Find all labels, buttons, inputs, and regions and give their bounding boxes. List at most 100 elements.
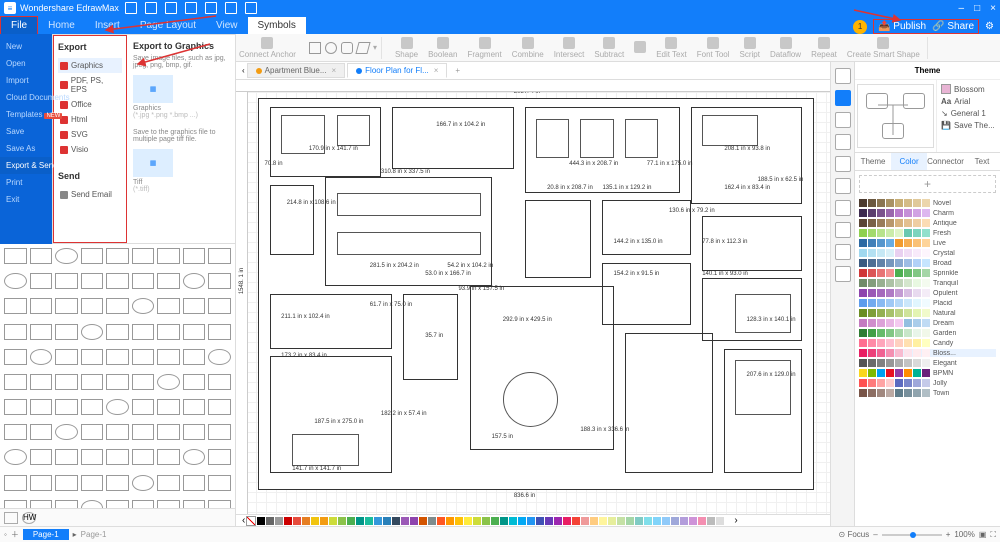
backstage-save-as[interactable]: Save As [0,140,52,157]
library-shape[interactable] [106,248,129,264]
menu-page-layout[interactable]: Page Layout [130,17,206,34]
palette-placid[interactable]: Placid [859,299,996,307]
library-shape[interactable] [55,273,78,289]
library-shape[interactable] [208,324,231,340]
minimize-button[interactable]: – [959,3,965,14]
library-shape[interactable] [30,349,53,365]
palette-fresh[interactable]: Fresh [859,229,996,237]
colorstrip-arrow-right[interactable]: › [734,515,737,526]
right-tool-button[interactable] [835,266,851,282]
library-shape[interactable] [157,449,180,465]
doc-tab-1[interactable]: Apartment Blue...× [247,63,345,78]
library-shape[interactable] [81,349,104,365]
library-shape[interactable] [81,449,104,465]
color-swatch[interactable] [392,517,400,525]
fit-button[interactable]: ▣ [979,530,987,539]
qat-btn[interactable] [145,2,157,14]
color-swatch[interactable] [356,517,364,525]
library-shape[interactable] [55,298,78,314]
library-shape[interactable] [4,374,27,390]
library-shape[interactable] [157,424,180,440]
library-shape[interactable] [132,273,155,289]
library-shape[interactable] [30,273,53,289]
color-swatch[interactable] [653,517,661,525]
ribbon-boolean-button[interactable]: Boolean [425,37,460,59]
library-shape[interactable] [132,399,155,415]
palette-garden[interactable]: Garden [859,329,996,337]
colorstrip-arrow-left[interactable]: ‹ [242,515,245,526]
notification-badge[interactable]: 1 [853,20,867,34]
color-swatch[interactable] [554,517,562,525]
color-swatch[interactable] [518,517,526,525]
shape-footer-icon[interactable]: HW [22,512,36,524]
palette-town[interactable]: Town [859,389,996,397]
library-shape[interactable] [132,424,155,440]
library-shape[interactable] [183,248,206,264]
palette-candy[interactable]: Candy [859,339,996,347]
library-shape[interactable] [81,273,104,289]
color-swatch[interactable] [509,517,517,525]
right-tool-button[interactable] [835,112,851,128]
backstage-save[interactable]: Save [0,123,52,140]
qat-btn[interactable] [225,2,237,14]
close-button[interactable]: × [990,3,996,14]
library-shape[interactable] [106,349,129,365]
library-shape[interactable] [132,324,155,340]
library-shape[interactable] [132,248,155,264]
backstage-export-send[interactable]: Export & Send [0,157,52,174]
theme-tab-theme[interactable]: Theme [855,153,891,170]
theme-prop-connector[interactable]: General 1 [951,109,986,118]
library-shape[interactable] [132,374,155,390]
palette-charm[interactable]: Charm [859,209,996,217]
color-swatch[interactable] [275,517,283,525]
library-shape[interactable] [132,449,155,465]
circle-shape-button[interactable] [325,42,337,54]
color-swatch[interactable] [464,517,472,525]
library-shape[interactable] [208,273,231,289]
color-swatch[interactable] [698,517,706,525]
ribbon-script-button[interactable]: Script [737,37,763,59]
library-shape[interactable] [183,273,206,289]
library-shape[interactable] [183,399,206,415]
library-shape[interactable] [81,475,104,491]
color-swatch[interactable] [671,517,679,525]
square-shape-button[interactable] [309,42,321,54]
drawing-canvas[interactable]: 2037. 4 in 836.6 in 1548. 1 in [236,92,830,514]
color-swatch[interactable] [302,517,310,525]
library-shape[interactable] [4,399,27,415]
library-shape[interactable] [183,374,206,390]
theme-tab-text[interactable]: Text [964,153,1000,170]
library-shape[interactable] [157,349,180,365]
library-shape[interactable] [4,424,27,440]
qat-btn[interactable] [245,2,257,14]
ribbon-intersect-button[interactable]: Intersect [551,37,588,59]
color-swatch[interactable] [428,517,436,525]
qat-btn[interactable] [185,2,197,14]
color-swatch[interactable] [284,517,292,525]
page-nav-button[interactable]: ▸ [73,530,77,539]
right-tool-button[interactable] [835,90,851,106]
color-swatch[interactable] [419,517,427,525]
zoom-in-button[interactable]: + [946,530,951,539]
doc-tab-2[interactable]: Floor Plan for Fl...× [347,63,447,78]
ribbon-repeat-button[interactable]: Repeat [808,37,840,59]
color-swatch[interactable] [572,517,580,525]
page-tab-1[interactable]: Page-1 [23,529,69,540]
library-shape[interactable] [30,475,53,491]
tab-arrow-left[interactable]: ‹ [242,66,245,75]
fullscreen-button[interactable]: ⛶ [990,530,996,540]
connect-anchor-button[interactable]: Connect Anchor [236,37,299,59]
color-swatch[interactable] [536,517,544,525]
color-swatch[interactable] [716,517,724,525]
floor-plan-drawing[interactable]: 2037. 4 in 836.6 in 1548. 1 in [258,98,814,490]
palette-bpmn[interactable]: BPMN [859,369,996,377]
library-shape[interactable] [30,248,53,264]
library-shape[interactable] [106,449,129,465]
color-swatch[interactable] [608,517,616,525]
library-shape[interactable] [55,424,78,440]
color-swatch[interactable] [563,517,571,525]
color-swatch[interactable] [329,517,337,525]
library-shape[interactable] [183,298,206,314]
library-shape[interactable] [183,424,206,440]
palette-bloss[interactable]: Bloss... [859,349,996,357]
